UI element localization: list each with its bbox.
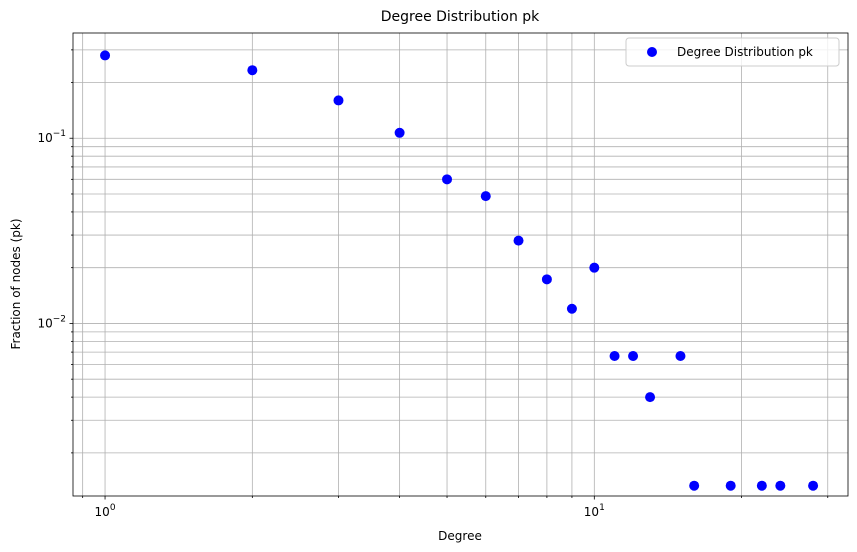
data-point: [675, 351, 686, 362]
data-point: [645, 392, 656, 403]
data-point: [628, 351, 639, 362]
grid: [73, 33, 848, 496]
y-tick-label: 10−2: [37, 314, 66, 330]
x-axis-label: Degree: [438, 529, 482, 543]
data-point: [689, 480, 700, 491]
scatter-points: [100, 50, 819, 491]
y-axis-label: Fraction of nodes (pk): [9, 218, 23, 349]
legend-marker: [647, 47, 657, 57]
plot-area-frame: [72, 32, 849, 497]
data-point: [480, 191, 491, 202]
data-point: [566, 303, 577, 314]
legend: Degree Distribution pk: [625, 37, 840, 67]
data-point: [394, 127, 405, 138]
legend-label: Degree Distribution pk: [677, 45, 813, 59]
chart-title: Degree Distribution pk: [381, 9, 540, 25]
y-tick-label: 10−1: [37, 129, 66, 145]
x-tick-label: 101: [584, 503, 605, 519]
data-point: [808, 480, 819, 491]
data-point: [442, 174, 453, 185]
data-point: [333, 95, 344, 106]
data-point: [589, 262, 600, 273]
data-point: [756, 480, 767, 491]
x-tick-label: 100: [95, 503, 116, 519]
legend-box: [625, 37, 840, 67]
data-point: [775, 480, 786, 491]
data-point: [247, 65, 258, 76]
axis-ticks: 100 101 10−2 10−1: [37, 49, 829, 519]
data-point: [541, 274, 552, 285]
data-point: [513, 235, 524, 246]
data-point: [725, 480, 736, 491]
data-point: [609, 351, 620, 362]
data-point: [100, 50, 111, 61]
